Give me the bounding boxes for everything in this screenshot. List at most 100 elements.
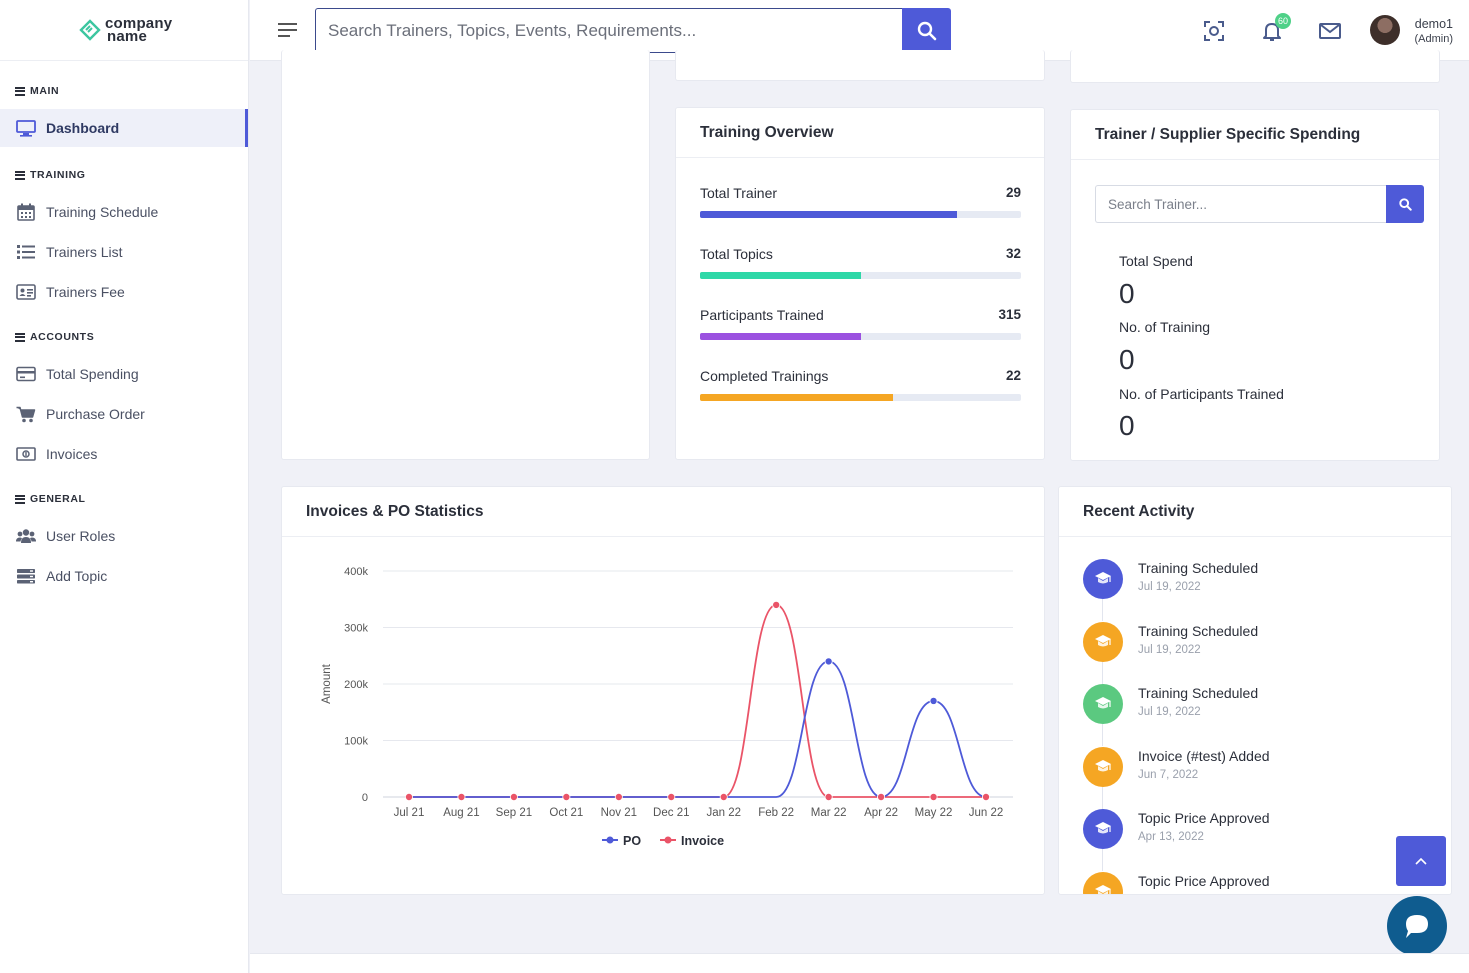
progress-value: 29 bbox=[1005, 185, 1021, 200]
chat-bubble-icon bbox=[1406, 915, 1428, 938]
sidebar-item-trainers-list[interactable]: Trainers List bbox=[0, 233, 248, 271]
activity-item[interactable]: Training Scheduled Jul 19, 2022 bbox=[1083, 621, 1423, 684]
nav-section-main: MAIN bbox=[0, 81, 248, 101]
card-title: Trainer / Supplier Specific Spending bbox=[1071, 110, 1439, 160]
data-point-invoice bbox=[719, 792, 728, 801]
cart-icon bbox=[15, 405, 37, 423]
training-overview-card: Training Overview Total Trainer 29 Total… bbox=[675, 107, 1045, 460]
sidebar-item-trainers-fee[interactable]: Trainers Fee bbox=[0, 273, 248, 311]
x-tick-label: Jan 22 bbox=[706, 807, 741, 819]
sidebar-item-dashboard[interactable]: Dashboard bbox=[0, 109, 248, 147]
user-role: (Admin) bbox=[1414, 33, 1453, 45]
legend-swatch-dot bbox=[606, 836, 614, 844]
global-search-input[interactable] bbox=[315, 8, 903, 53]
hamburger-menu-icon[interactable] bbox=[278, 23, 297, 39]
chevron-up-icon bbox=[1415, 857, 1427, 865]
notification-badge: 60 bbox=[1275, 13, 1291, 29]
series-line-invoice bbox=[409, 603, 986, 798]
nav-section-title: MAIN bbox=[30, 85, 60, 97]
footer bbox=[250, 953, 1469, 973]
search-icon bbox=[917, 21, 936, 40]
menu-bars-icon bbox=[15, 85, 25, 97]
brand-name: company name bbox=[105, 16, 172, 45]
blank-card bbox=[281, 50, 650, 460]
chat-widget-button[interactable] bbox=[1387, 896, 1447, 956]
activity-item[interactable]: Invoice (#test) Added Jun 7, 2022 bbox=[1083, 746, 1423, 809]
x-tick-label: Jun 22 bbox=[969, 807, 1004, 819]
progress-value: 32 bbox=[1005, 246, 1021, 261]
progress-value: 315 bbox=[998, 307, 1021, 322]
x-tick-label: Feb 22 bbox=[758, 807, 794, 819]
search-icon bbox=[1398, 197, 1412, 211]
sidebar-item-label: User Roles bbox=[46, 528, 116, 544]
x-tick-label: Apr 22 bbox=[864, 807, 898, 819]
data-point-po bbox=[824, 657, 833, 666]
y-tick-label: 200k bbox=[344, 679, 368, 691]
x-tick-label: Dec 21 bbox=[653, 807, 689, 819]
menu-bars-icon bbox=[15, 493, 25, 505]
progress-track bbox=[700, 333, 1021, 340]
progress-track bbox=[700, 394, 1021, 401]
scroll-to-top-button[interactable] bbox=[1396, 836, 1446, 886]
credit-card-icon bbox=[15, 365, 37, 383]
sidebar-item-add-topic[interactable]: Add Topic bbox=[0, 557, 248, 595]
progress-completed-trainings: Completed Trainings 22 bbox=[700, 368, 1021, 401]
legend-label: Invoice bbox=[681, 834, 724, 848]
sidebar-item-training-schedule[interactable]: Training Schedule bbox=[0, 193, 248, 231]
nav-section-general: GENERAL bbox=[0, 489, 248, 509]
brand-line2: name bbox=[107, 28, 147, 45]
stat-value: 0 bbox=[1119, 344, 1135, 375]
data-point-invoice bbox=[509, 792, 518, 801]
stat-value: 0 bbox=[1119, 410, 1135, 441]
graduation-cap-icon bbox=[1083, 621, 1123, 662]
activity-item[interactable]: Training Scheduled Jul 19, 2022 bbox=[1083, 559, 1423, 621]
progress-fill bbox=[700, 333, 861, 340]
y-tick-label: 400k bbox=[344, 566, 368, 578]
data-point-invoice bbox=[982, 792, 991, 801]
sidebar-item-user-roles[interactable]: User Roles bbox=[0, 517, 248, 555]
progress-fill bbox=[700, 272, 861, 279]
invoices-chart-card: Invoices & PO Statistics 0 100k 200k 300k 40… bbox=[281, 486, 1045, 895]
avatar[interactable] bbox=[1370, 15, 1400, 45]
partial-card-top-middle bbox=[675, 50, 1045, 81]
global-search-button[interactable] bbox=[902, 8, 951, 53]
progress-label: Completed Trainings bbox=[700, 368, 829, 384]
y-tick-label: 100k bbox=[344, 736, 368, 748]
activity-item[interactable]: Topic Price Approved bbox=[1083, 871, 1423, 894]
sidebar-item-label: Trainers List bbox=[46, 244, 123, 260]
scan-icon[interactable] bbox=[1202, 19, 1226, 43]
activity-date: Jul 19, 2022 bbox=[1138, 643, 1201, 656]
data-point-invoice bbox=[929, 792, 938, 801]
trainer-search-button[interactable] bbox=[1386, 185, 1424, 223]
sidebar: company name MAIN Dashboard TRAINING Tra… bbox=[0, 0, 249, 973]
menu-bars-icon bbox=[15, 331, 25, 343]
activity-item[interactable]: Topic Price Approved Apr 13, 2022 bbox=[1083, 809, 1423, 871]
activity-date: Jul 19, 2022 bbox=[1138, 706, 1201, 718]
activity-title: Topic Price Approved bbox=[1138, 810, 1270, 826]
x-tick-label: Aug 21 bbox=[443, 807, 479, 819]
brand-logo[interactable]: company name bbox=[0, 0, 248, 61]
activity-title: Training Scheduled bbox=[1138, 622, 1259, 639]
activity-date: Apr 13, 2022 bbox=[1138, 831, 1204, 843]
nav-section-title: TRAINING bbox=[30, 169, 86, 181]
graduation-cap-icon bbox=[1083, 684, 1123, 724]
nav-section-accounts: ACCOUNTS bbox=[0, 327, 248, 347]
sidebar-item-purchase-order[interactable]: Purchase Order bbox=[0, 395, 248, 433]
trainer-search-input[interactable] bbox=[1095, 185, 1387, 223]
nav-section-title: ACCOUNTS bbox=[30, 331, 95, 343]
sidebar-item-total-spending[interactable]: Total Spending bbox=[0, 355, 248, 393]
sidebar-item-label: Add Topic bbox=[46, 568, 108, 584]
y-axis-label: Amount bbox=[321, 663, 333, 703]
progress-track bbox=[700, 272, 1021, 279]
x-tick-label: Jul 21 bbox=[394, 807, 425, 819]
stat-value: 0 bbox=[1119, 278, 1135, 309]
sidebar-item-invoices[interactable]: Invoices bbox=[0, 435, 248, 473]
data-point-invoice bbox=[667, 792, 676, 801]
activity-item[interactable]: Training Scheduled Jul 19, 2022 bbox=[1083, 684, 1423, 746]
stat-label: No. of Training bbox=[1119, 319, 1211, 335]
bell-icon[interactable] bbox=[1260, 19, 1284, 43]
data-point-invoice bbox=[614, 792, 623, 801]
mail-icon[interactable] bbox=[1318, 19, 1342, 43]
user-name[interactable]: demo1 bbox=[1414, 17, 1453, 31]
recent-activity-card: Recent Activity Training Scheduled Jul 19… bbox=[1058, 486, 1452, 895]
